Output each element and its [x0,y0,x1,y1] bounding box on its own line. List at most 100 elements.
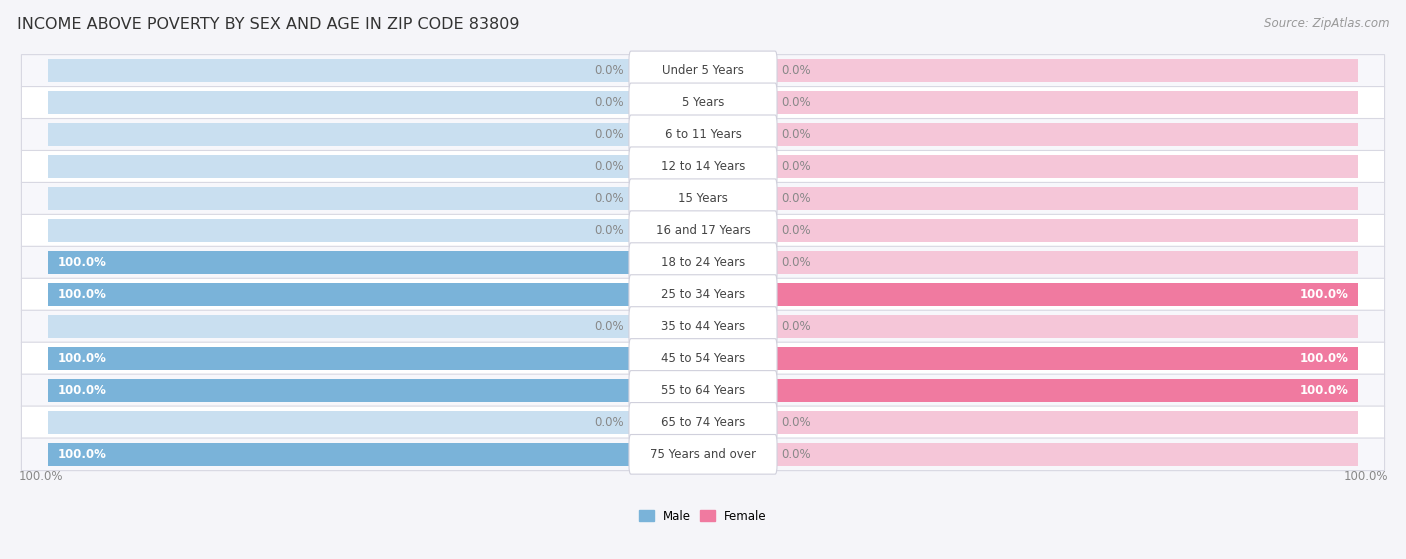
Text: 100.0%: 100.0% [1299,288,1348,301]
FancyBboxPatch shape [628,211,778,250]
Text: 100.0%: 100.0% [58,352,107,365]
Bar [48,283,703,306]
Text: 5 Years: 5 Years [682,96,724,110]
Text: 0.0%: 0.0% [782,192,811,205]
Text: 0.0%: 0.0% [782,448,811,461]
Bar [48,347,703,370]
Bar [703,219,1358,242]
Text: INCOME ABOVE POVERTY BY SEX AND AGE IN ZIP CODE 83809: INCOME ABOVE POVERTY BY SEX AND AGE IN Z… [17,17,519,32]
Text: 100.0%: 100.0% [1299,352,1348,365]
Text: 16 and 17 Years: 16 and 17 Years [655,224,751,237]
Bar [48,347,703,370]
FancyBboxPatch shape [628,179,778,219]
Text: 100.0%: 100.0% [58,384,107,397]
Bar [48,443,703,466]
Bar [48,315,703,338]
Text: 75 Years and over: 75 Years and over [650,448,756,461]
Text: 0.0%: 0.0% [595,129,624,141]
Bar [703,124,1358,146]
Bar [48,379,703,402]
Bar [703,443,1358,466]
Bar [703,91,1358,115]
FancyBboxPatch shape [21,374,1385,407]
Text: 12 to 14 Years: 12 to 14 Years [661,160,745,173]
Bar [703,379,1358,402]
FancyBboxPatch shape [628,243,778,282]
FancyBboxPatch shape [21,342,1385,375]
Bar [48,443,703,466]
Text: 0.0%: 0.0% [782,256,811,269]
Text: 25 to 34 Years: 25 to 34 Years [661,288,745,301]
Bar [48,219,703,242]
Text: 0.0%: 0.0% [595,224,624,237]
Bar [703,315,1358,338]
Text: 100.0%: 100.0% [58,288,107,301]
Text: Source: ZipAtlas.com: Source: ZipAtlas.com [1264,17,1389,30]
FancyBboxPatch shape [628,434,778,474]
Text: 0.0%: 0.0% [782,160,811,173]
FancyBboxPatch shape [628,83,778,122]
FancyBboxPatch shape [628,51,778,91]
Text: 0.0%: 0.0% [595,160,624,173]
Text: 15 Years: 15 Years [678,192,728,205]
Text: Under 5 Years: Under 5 Years [662,64,744,77]
FancyBboxPatch shape [21,150,1385,183]
Bar [48,91,703,115]
Bar [703,347,1358,370]
FancyBboxPatch shape [628,307,778,347]
Bar [48,124,703,146]
Bar [703,379,1358,402]
Bar [48,379,703,402]
FancyBboxPatch shape [21,247,1385,279]
Bar [703,251,1358,274]
Bar [48,187,703,210]
FancyBboxPatch shape [21,310,1385,343]
Bar [703,59,1358,82]
Bar [48,155,703,178]
Bar [703,411,1358,434]
Text: 0.0%: 0.0% [782,64,811,77]
Text: 0.0%: 0.0% [782,416,811,429]
Bar [48,59,703,82]
Text: 0.0%: 0.0% [782,96,811,110]
FancyBboxPatch shape [628,371,778,410]
Text: 0.0%: 0.0% [595,96,624,110]
FancyBboxPatch shape [628,402,778,442]
Text: 0.0%: 0.0% [782,320,811,333]
Text: 65 to 74 Years: 65 to 74 Years [661,416,745,429]
Text: 35 to 44 Years: 35 to 44 Years [661,320,745,333]
Text: 0.0%: 0.0% [595,192,624,205]
Bar [703,283,1358,306]
Text: 0.0%: 0.0% [782,224,811,237]
Text: 0.0%: 0.0% [595,320,624,333]
Text: 100.0%: 100.0% [1299,384,1348,397]
Text: 0.0%: 0.0% [595,64,624,77]
FancyBboxPatch shape [628,147,778,187]
Text: 0.0%: 0.0% [782,129,811,141]
FancyBboxPatch shape [628,275,778,314]
Bar [703,187,1358,210]
Bar [703,347,1358,370]
Bar [703,155,1358,178]
Text: 55 to 64 Years: 55 to 64 Years [661,384,745,397]
Bar [703,283,1358,306]
Legend: Male, Female: Male, Female [634,505,772,528]
FancyBboxPatch shape [628,339,778,378]
FancyBboxPatch shape [21,438,1385,471]
Text: 100.0%: 100.0% [18,470,63,483]
FancyBboxPatch shape [21,119,1385,151]
FancyBboxPatch shape [21,214,1385,247]
FancyBboxPatch shape [628,115,778,155]
Text: 0.0%: 0.0% [595,416,624,429]
Text: 6 to 11 Years: 6 to 11 Years [665,129,741,141]
Text: 100.0%: 100.0% [1343,470,1388,483]
FancyBboxPatch shape [21,87,1385,119]
Bar [48,411,703,434]
Bar [48,283,703,306]
FancyBboxPatch shape [21,55,1385,87]
Text: 100.0%: 100.0% [58,448,107,461]
FancyBboxPatch shape [21,278,1385,311]
Bar [48,251,703,274]
Text: 18 to 24 Years: 18 to 24 Years [661,256,745,269]
Bar [48,251,703,274]
